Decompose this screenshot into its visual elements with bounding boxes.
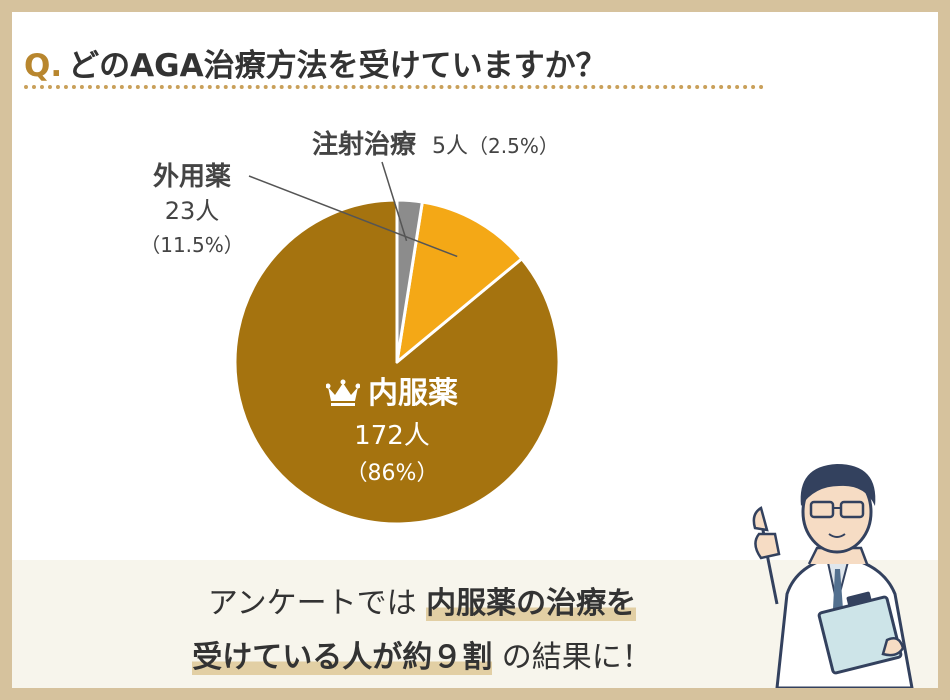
label-chusha-percent: （2.5%） [468,134,559,158]
label-chusha-count: 5人 [432,134,469,159]
conclusion-pre: アンケートでは [207,586,417,621]
question-mark-label: Q. [24,48,63,84]
conclusion-highlight-1: 内服薬の治療を [426,586,637,621]
label-naifuku-name: 内服薬 [368,376,458,411]
question-title: Q. どのAGA治療方法を受けていますか？ [24,40,607,85]
label-gaiyo-count: 23人 [164,197,220,225]
pie-slice-1 [395,200,524,364]
conclusion-highlight-2: 受けている人が約９割 [192,640,493,675]
label-gaiyo-name: 外用薬 [152,162,231,192]
conclusion-text: アンケートでは 内服薬の治療を 受けている人が約９割 の結果に！ [112,577,732,685]
leader-line-2 [381,161,408,242]
label-gaiyo: 外用薬 23人 （11.5%） [137,160,247,262]
label-naifuku: 内服薬 172人 （86%） [302,375,482,493]
crown-icon [325,379,361,417]
pie-chart [233,161,561,526]
question-text: どのAGA治療方法を受けていますか？ [68,48,607,84]
card-frame: Q. どのAGA治療方法を受けていますか？ 注射治療 5人（2.5%） 外用薬 23… [12,12,938,688]
leader-line-1 [248,175,458,258]
label-chusha-name: 注射治療 [312,130,417,160]
title-dotted-rule [24,85,764,89]
label-naifuku-percent: （86%） [345,461,439,486]
label-gaiyo-percent: （11.5%） [140,233,244,257]
conclusion-post: の結果に！ [501,640,652,675]
label-chusha: 注射治療 5人（2.5%） [312,124,559,161]
label-naifuku-count: 172人 [354,421,430,451]
doctor-illustration [752,464,914,688]
